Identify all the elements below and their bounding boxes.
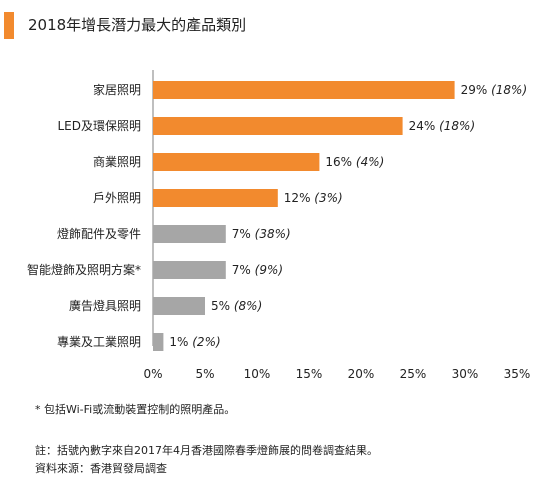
category-label: 戶外照明 — [93, 191, 141, 205]
category-label: 專業及工業照明 — [57, 335, 141, 349]
footnote-asterisk: * 包括Wi-Fi或流動裝置控制的照明產品。 — [35, 403, 236, 416]
x-tick-label: 20% — [348, 367, 375, 381]
x-tick-label: 25% — [400, 367, 427, 381]
chart-title: 2018年增長潛力最大的產品類別 — [28, 16, 247, 34]
category-label: 智能燈飾及照明方案* — [27, 262, 141, 277]
bar-value-label: 16% (4%) — [325, 155, 384, 169]
bar-chart: 家居照明 29% (18%) LED及環保照明 24% (18%) 商業照明 16% (4… — [27, 70, 531, 381]
bar — [153, 297, 205, 315]
bar — [153, 153, 320, 171]
x-tick-label: 30% — [452, 367, 479, 381]
bar-value-label: 12% (3%) — [284, 191, 343, 205]
bar — [153, 333, 164, 351]
bar — [153, 81, 455, 99]
category-label: LED及環保照明 — [57, 119, 141, 133]
bar-value-label: 7% (38%) — [232, 227, 291, 241]
category-label: 燈飾配件及零件 — [57, 226, 141, 241]
x-tick-label: 10% — [244, 367, 271, 381]
category-label: 廣告燈具照明 — [69, 298, 141, 313]
x-tick-label: 0% — [143, 367, 162, 381]
category-label: 家居照明 — [93, 82, 141, 97]
x-tick-label: 15% — [296, 367, 323, 381]
bar-value-label: 24% (18%) — [409, 119, 476, 133]
footnote-source: 資料來源：香港貿發局調查 — [35, 462, 167, 475]
bar — [153, 117, 403, 135]
category-label: 商業照明 — [93, 154, 141, 169]
bar-value-label: 5% (8%) — [211, 299, 262, 313]
bar-value-label: 7% (9%) — [232, 263, 283, 277]
x-tick-label: 35% — [504, 367, 531, 381]
bar — [153, 189, 278, 207]
bar-value-label: 1% (2%) — [169, 335, 220, 349]
footnote-note: 註：括號內數字來自2017年4月香港國際春季燈飾展的問卷調查結果。 — [35, 444, 378, 457]
bar — [153, 261, 226, 279]
bar — [153, 225, 226, 243]
bar-value-label: 29% (18%) — [461, 83, 528, 97]
x-tick-label: 5% — [195, 367, 214, 381]
title-accent-bar — [4, 12, 14, 39]
